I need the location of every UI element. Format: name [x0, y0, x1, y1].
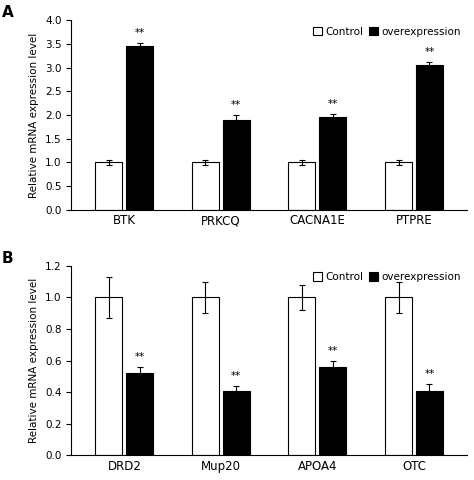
Legend: Control, overexpression: Control, overexpression	[309, 268, 465, 287]
Text: **: **	[135, 352, 145, 362]
Text: **: **	[231, 100, 241, 110]
Bar	[416, 65, 443, 210]
Text: **: **	[328, 99, 338, 109]
Y-axis label: Relative mRNA expression level: Relative mRNA expression level	[29, 32, 39, 198]
Text: A: A	[2, 5, 14, 20]
Bar	[416, 391, 443, 455]
Bar	[319, 367, 346, 455]
Text: **: **	[424, 370, 435, 380]
Bar	[223, 391, 250, 455]
Bar	[192, 162, 219, 210]
Text: B: B	[2, 251, 14, 266]
Y-axis label: Relative mRNA expression level: Relative mRNA expression level	[29, 278, 39, 443]
Text: **: **	[424, 48, 435, 57]
Bar	[192, 298, 219, 455]
Bar	[385, 298, 412, 455]
Bar	[223, 120, 250, 210]
Text: **: **	[135, 28, 145, 38]
Bar	[95, 162, 122, 210]
Text: **: **	[231, 371, 241, 381]
Bar	[95, 298, 122, 455]
Bar	[385, 162, 412, 210]
Bar	[126, 47, 153, 210]
Legend: Control, overexpression: Control, overexpression	[309, 23, 465, 41]
Bar	[126, 373, 153, 455]
Bar	[289, 162, 316, 210]
Bar	[319, 118, 346, 210]
Text: **: **	[328, 346, 338, 356]
Bar	[289, 298, 316, 455]
